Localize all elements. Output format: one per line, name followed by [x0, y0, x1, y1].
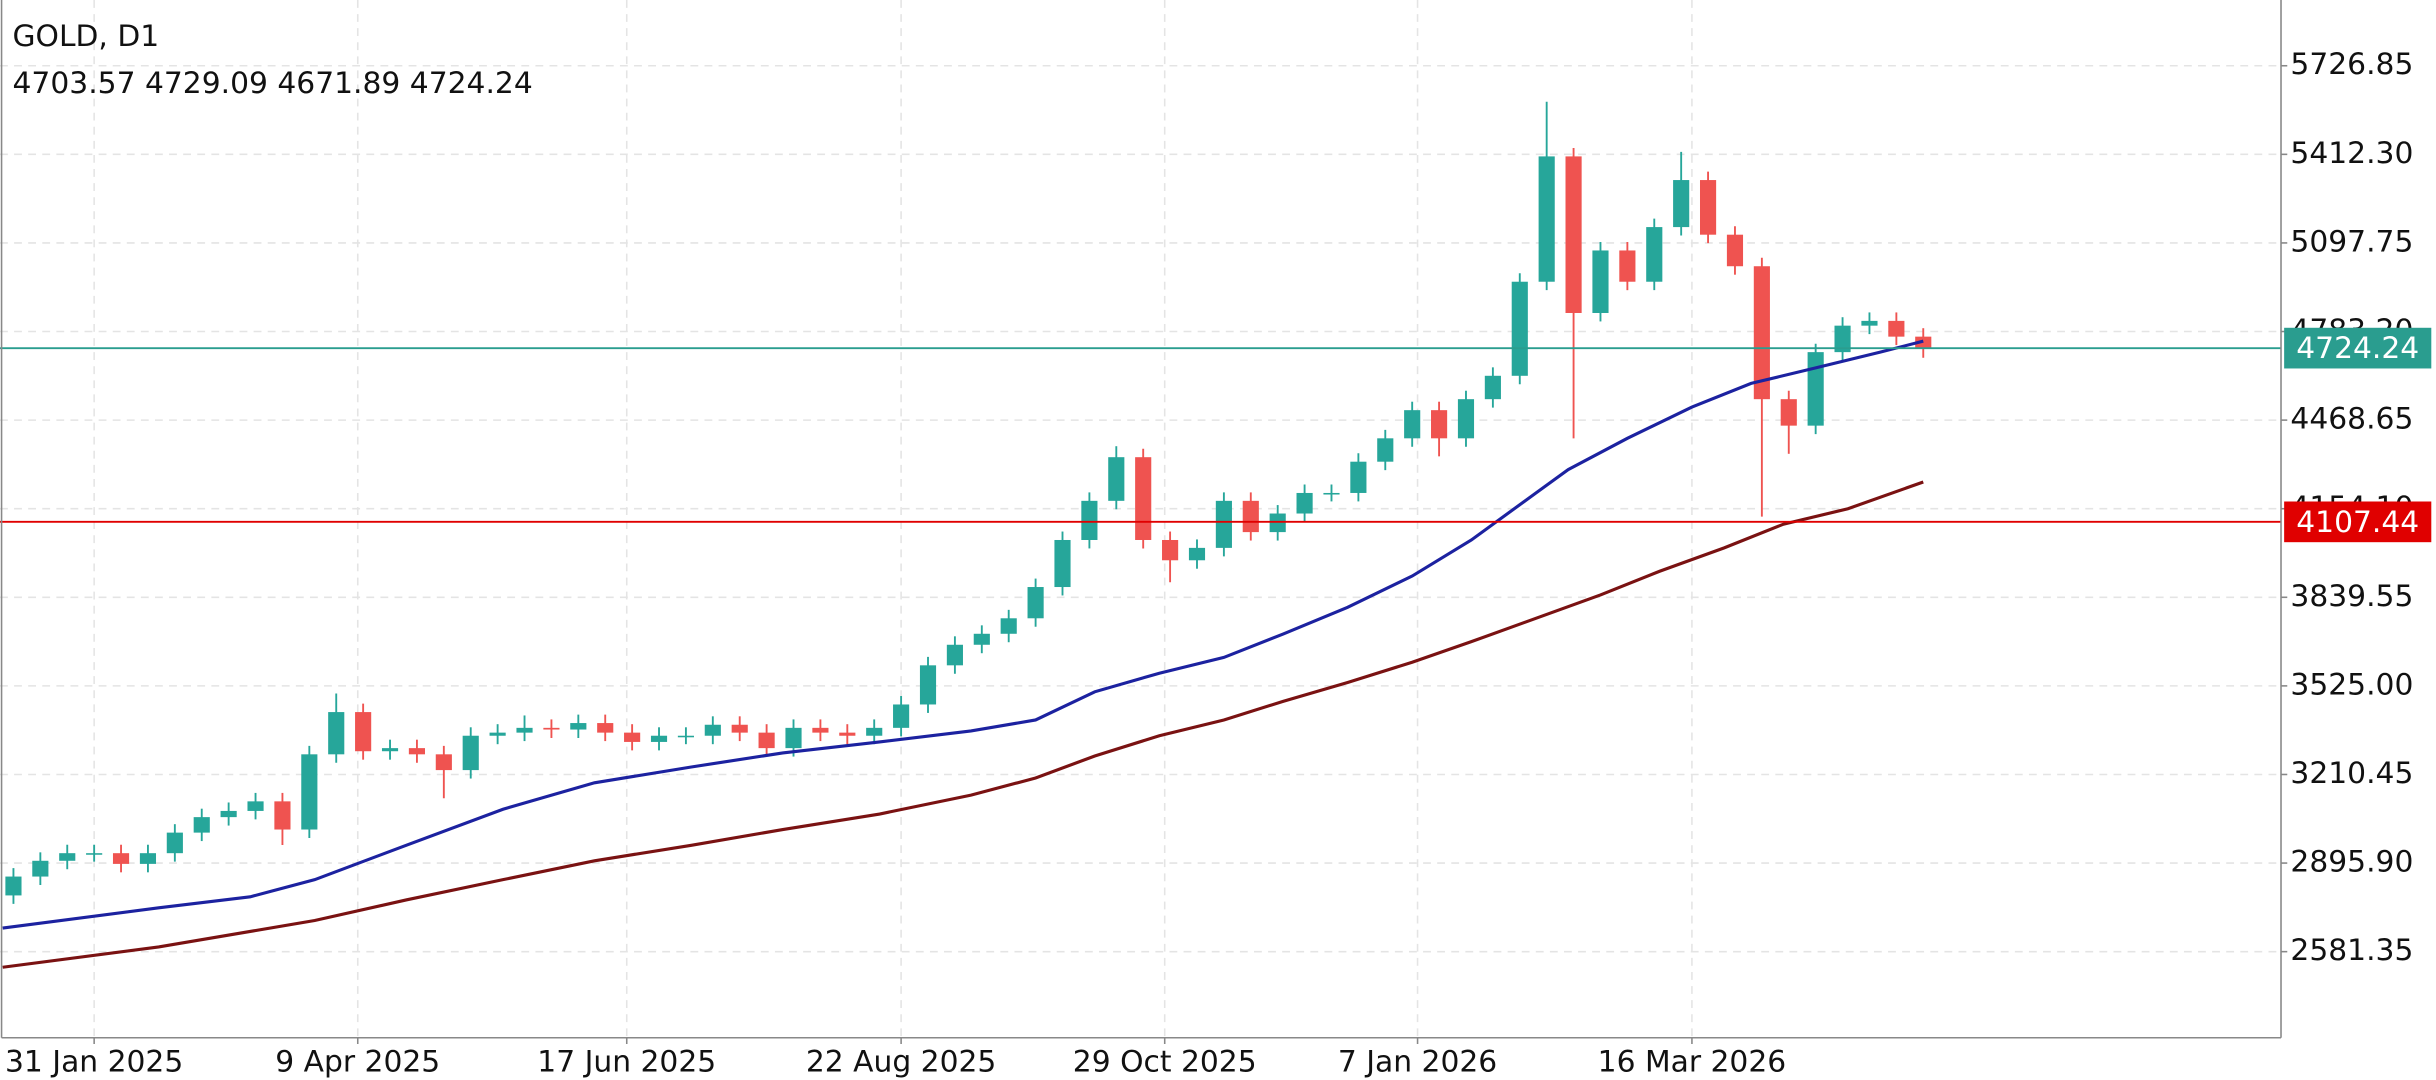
candle-body	[1108, 457, 1125, 501]
ohlc-readout: 4703.57 4729.09 4671.89 4724.24	[13, 66, 533, 101]
y-tick-label: 5726.85	[2290, 47, 2413, 82]
candle-body	[1135, 457, 1152, 540]
candle-body	[1350, 461, 1367, 493]
candle-body	[1619, 250, 1636, 282]
candle-body	[866, 727, 883, 736]
candle-body	[1780, 399, 1797, 426]
x-tick-label: 16 Mar 2026	[1598, 1044, 1787, 1079]
y-tick-label: 5097.75	[2290, 224, 2413, 259]
candle-body	[677, 735, 694, 738]
candle-body	[1404, 410, 1421, 439]
price-badge-label: 4724.24	[2296, 331, 2419, 366]
candle-body	[86, 853, 103, 855]
y-tick-label: 3525.00	[2290, 667, 2413, 702]
x-tick-label: 17 Jun 2025	[537, 1044, 716, 1079]
candle-body	[301, 754, 318, 830]
candle-body	[839, 732, 856, 736]
y-tick-label: 2581.35	[2290, 933, 2413, 968]
candle-body	[408, 748, 425, 755]
candle-body	[785, 727, 802, 749]
candle-body	[1565, 156, 1582, 313]
candle-body	[919, 665, 937, 705]
price-badge	[2284, 327, 2432, 369]
candle-body	[1054, 539, 1071, 588]
candle-body	[1861, 320, 1878, 326]
candle-body	[758, 732, 775, 749]
candle-body	[220, 810, 237, 818]
y-tick-label: 3839.55	[2290, 579, 2413, 614]
candle-body	[1457, 399, 1475, 439]
candle-body	[1699, 180, 1717, 235]
candle-body	[731, 724, 748, 733]
candle-body	[247, 801, 264, 811]
y-tick-label: 2895.90	[2290, 845, 2413, 880]
candle-body	[59, 853, 76, 861]
candle-body	[1807, 352, 1824, 426]
candle-body	[1296, 492, 1313, 514]
candle-body	[1269, 513, 1286, 533]
candle-body	[328, 712, 345, 755]
candle-body	[1323, 492, 1340, 495]
candle-body	[1726, 234, 1744, 267]
moving-average	[2, 480, 1924, 969]
candle-body	[946, 644, 963, 666]
candle-body	[1592, 250, 1609, 313]
candle-body	[704, 724, 721, 736]
candle-body	[1162, 539, 1179, 561]
candle-body	[112, 853, 130, 864]
candle-body	[1081, 500, 1098, 540]
candle-body	[355, 712, 372, 752]
candle-body	[1377, 438, 1394, 462]
x-tick-label: 31 Jan 2025	[5, 1044, 183, 1079]
candle-body	[570, 723, 587, 730]
y-tick-label: 5412.30	[2290, 136, 2413, 171]
candle-body	[166, 832, 183, 854]
y-tick-label: 4468.65	[2290, 402, 2413, 437]
candle-body	[1188, 547, 1206, 561]
candle-body	[5, 876, 22, 896]
candle-body	[893, 704, 910, 728]
moving-average	[2, 339, 1924, 930]
candle-body	[489, 732, 506, 736]
candle-body	[139, 853, 157, 864]
candle-body	[193, 817, 210, 833]
x-tick-label: 22 Aug 2025	[806, 1044, 997, 1079]
price-badge	[2284, 501, 2432, 543]
candle-body	[812, 727, 829, 733]
candle-body	[1000, 618, 1017, 634]
x-tick-label: 9 Apr 2025	[275, 1044, 440, 1079]
y-tick-label: 3210.45	[2290, 756, 2413, 791]
candle-body	[543, 727, 560, 730]
candle-body	[381, 748, 399, 752]
candle-body	[1027, 587, 1044, 619]
candle-body	[1484, 375, 1501, 400]
candle-body	[1511, 281, 1528, 376]
price-badge-label: 4107.44	[2296, 505, 2419, 540]
x-tick-label: 29 Oct 2025	[1073, 1044, 1257, 1079]
candle-body	[1834, 325, 1851, 353]
candle-body	[435, 754, 452, 771]
candle-body	[1888, 320, 1905, 337]
chart-title: GOLD, D1	[13, 19, 160, 54]
candle-body	[1646, 227, 1663, 282]
candle-body	[32, 860, 49, 877]
candle-body	[516, 727, 533, 733]
x-tick-label: 7 Jan 2026	[1338, 1044, 1497, 1079]
candle-body	[650, 735, 668, 742]
candle-body	[1753, 266, 1770, 400]
candle-body	[1538, 156, 1555, 282]
candle-body	[597, 723, 614, 733]
axes: 2581.352895.903210.453525.003839.554154.…	[5, 47, 2432, 1079]
candle-body	[1215, 500, 1232, 548]
candle-body	[274, 801, 291, 830]
plot	[0, 101, 2282, 969]
candle-body	[1673, 180, 1690, 228]
candle-body	[1242, 500, 1259, 533]
candle-body	[624, 732, 641, 742]
candle-body	[1431, 410, 1448, 439]
candle-body	[973, 633, 990, 645]
candle-body	[462, 735, 479, 771]
